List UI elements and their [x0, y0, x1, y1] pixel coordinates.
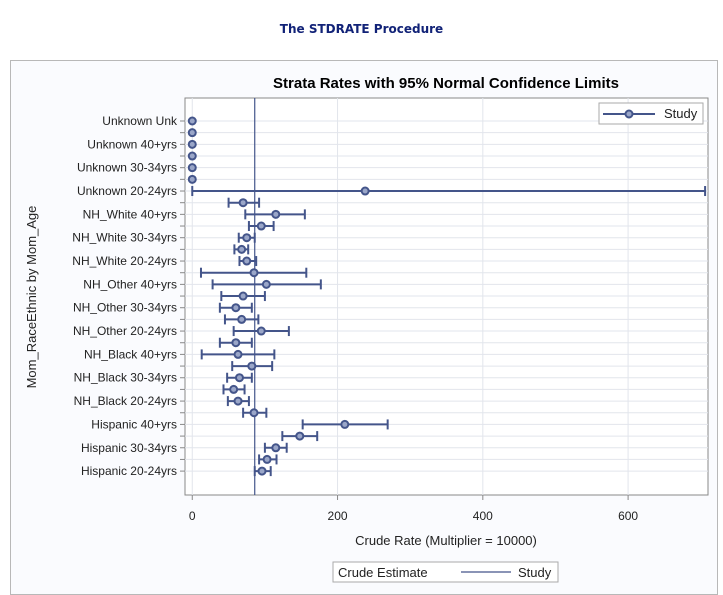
- y-tick-label: NH_Black 30-34yrs: [74, 371, 177, 385]
- inset-legend: Study: [598, 102, 704, 125]
- y-tick-label: NH_White 20-24yrs: [72, 254, 177, 268]
- data-point: [187, 139, 197, 149]
- bottom-legend: Crude Estimate Study: [332, 561, 559, 583]
- data-point: [249, 408, 259, 418]
- inset-legend-marker: [624, 109, 634, 119]
- data-point: [271, 209, 281, 219]
- data-point: [360, 186, 370, 196]
- data-point: [238, 198, 248, 208]
- data-marks: [187, 116, 707, 477]
- y-tick-label: NH_Other 20-24yrs: [73, 324, 177, 338]
- bottom-legend-title: Crude Estimate: [338, 565, 428, 580]
- y-axis-label: Mom_RaceEthnic by Mom_Age: [24, 206, 39, 389]
- x-tick-label: 0: [189, 509, 196, 523]
- y-tick-label: NH_White 30-34yrs: [72, 231, 177, 245]
- x-axis: 0 200 400 600: [189, 495, 638, 523]
- y-tick-label: Hispanic 40+yrs: [91, 417, 177, 431]
- data-point: [231, 338, 241, 348]
- y-tick-label: NH_Black 20-24yrs: [74, 394, 177, 408]
- y-tick-label: Unknown 30-34yrs: [77, 161, 177, 175]
- y-tick-label: Unknown Unk: [102, 114, 178, 128]
- y-tick-label: Hispanic 20-24yrs: [81, 464, 177, 478]
- gridlines: [185, 98, 708, 495]
- chart-title: Strata Rates with 95% Normal Confidence …: [273, 75, 619, 92]
- x-tick-label: 200: [328, 509, 348, 523]
- procedure-title: The STDRATE Procedure: [279, 22, 444, 36]
- y-tick-label: NH_Other 30-34yrs: [73, 301, 177, 315]
- data-point: [249, 268, 259, 278]
- x-tick-label: 400: [473, 509, 493, 523]
- data-point: [238, 291, 248, 301]
- data-point: [187, 174, 197, 184]
- data-point: [295, 431, 305, 441]
- data-point: [261, 279, 271, 289]
- data-point: [271, 443, 281, 453]
- y-tick-label: NH_Black 40+yrs: [84, 347, 177, 361]
- data-point: [256, 326, 266, 336]
- data-point: [233, 349, 243, 359]
- bottom-legend-box: [332, 561, 559, 583]
- x-axis-label: Crude Rate (Multiplier = 10000): [355, 533, 537, 548]
- data-point: [233, 396, 243, 406]
- data-point: [229, 384, 239, 394]
- data-point: [187, 151, 197, 161]
- data-point: [231, 303, 241, 313]
- data-point: [237, 314, 247, 324]
- data-point: [187, 128, 197, 138]
- inset-legend-label: Study: [664, 106, 698, 121]
- data-point: [237, 244, 247, 254]
- data-point: [340, 419, 350, 429]
- data-point: [247, 361, 257, 371]
- data-point: [242, 233, 252, 243]
- data-point: [187, 116, 197, 126]
- data-point: [257, 466, 267, 476]
- y-axis: Unknown Unk Unknown 40+yrs Unknown 30-34yr…: [72, 114, 185, 478]
- y-tick-label: Unknown 20-24yrs: [77, 184, 177, 198]
- data-point: [234, 373, 244, 383]
- data-point: [256, 221, 266, 231]
- data-point: [242, 256, 252, 266]
- y-tick-label: Unknown 40+yrs: [87, 137, 177, 151]
- y-tick-label: NH_White 40+yrs: [83, 207, 177, 221]
- data-point: [262, 454, 272, 464]
- data-point: [187, 163, 197, 173]
- y-tick-label: NH_Other 40+yrs: [83, 277, 177, 291]
- bottom-legend-label: Study: [518, 565, 552, 580]
- x-tick-label: 600: [618, 509, 638, 523]
- y-tick-label: Hispanic 30-34yrs: [81, 441, 177, 455]
